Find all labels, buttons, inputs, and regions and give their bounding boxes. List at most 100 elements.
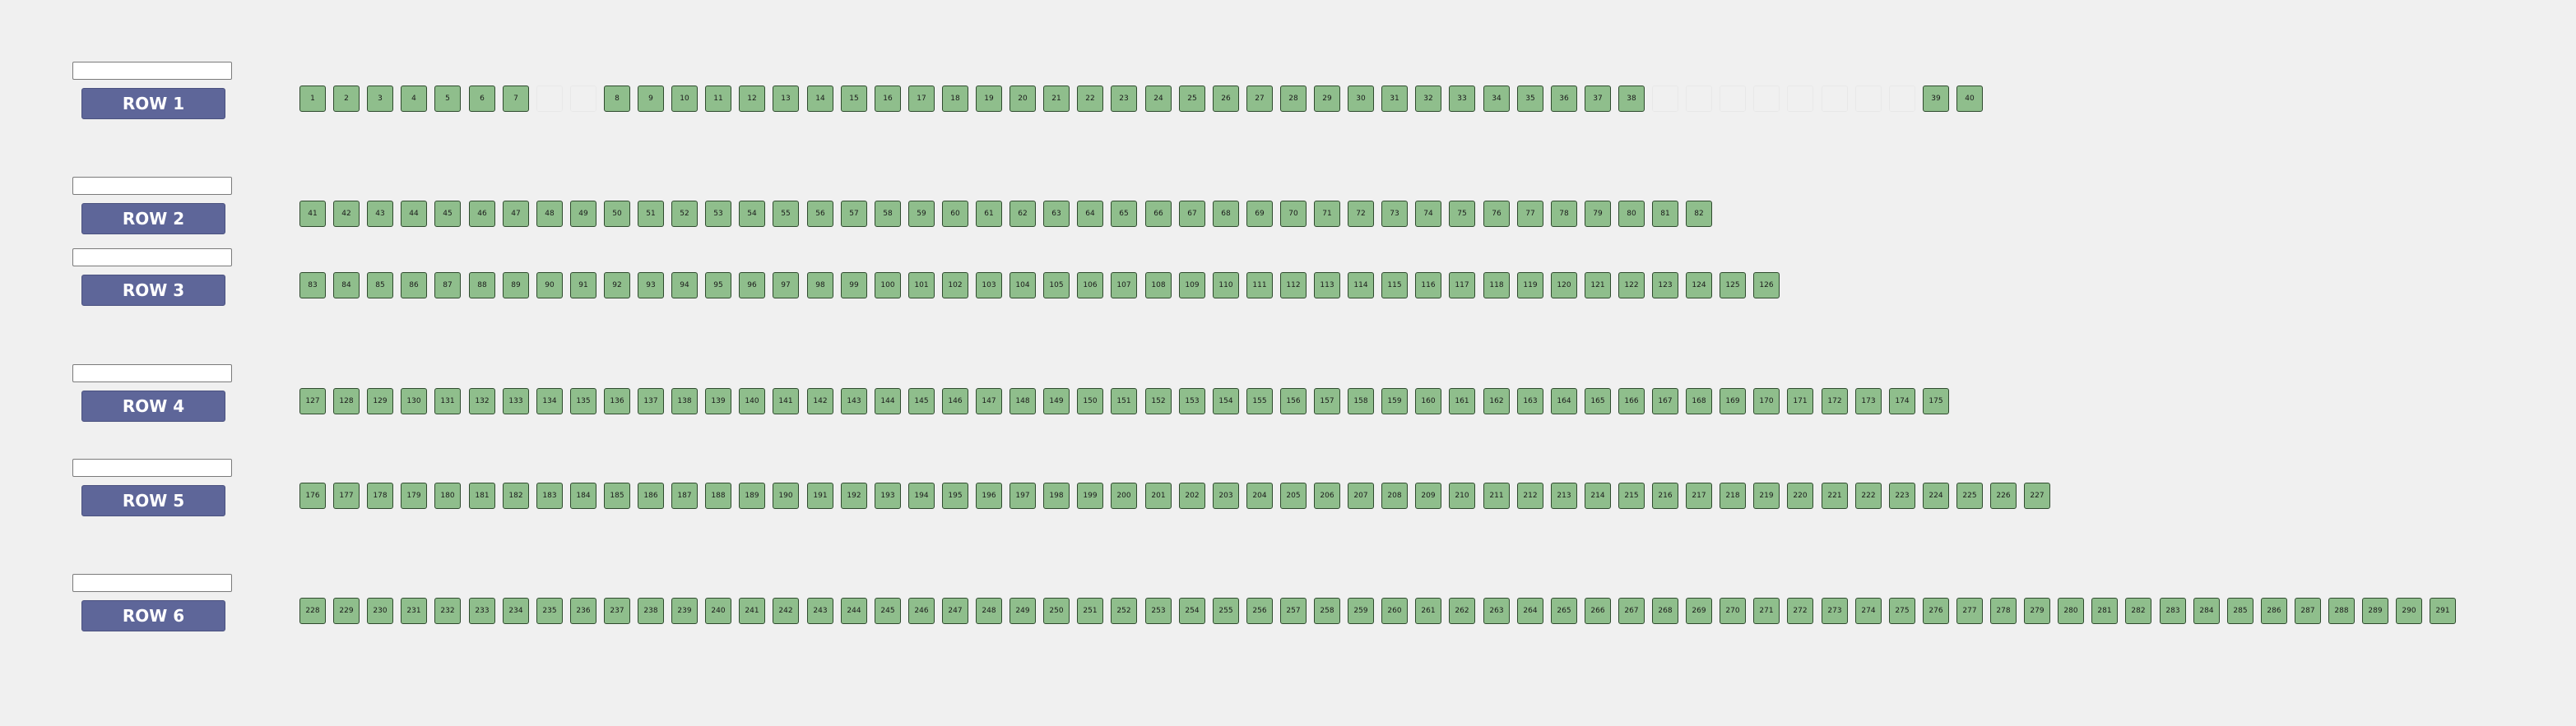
seat-284[interactable]: 284 bbox=[2193, 598, 2220, 624]
seat-56[interactable]: 56 bbox=[807, 201, 833, 227]
seat-207[interactable]: 207 bbox=[1348, 483, 1374, 509]
seat-261[interactable]: 261 bbox=[1415, 598, 1441, 624]
seat-101[interactable]: 101 bbox=[908, 272, 935, 298]
seat-60[interactable]: 60 bbox=[942, 201, 968, 227]
seat-151[interactable]: 151 bbox=[1111, 388, 1137, 414]
seat-68[interactable]: 68 bbox=[1213, 201, 1239, 227]
seat-123[interactable]: 123 bbox=[1652, 272, 1678, 298]
row-2-button[interactable]: ROW 2 bbox=[81, 203, 225, 234]
seat-11[interactable]: 11 bbox=[705, 86, 731, 112]
seat-69[interactable]: 69 bbox=[1246, 201, 1273, 227]
seat-29[interactable]: 29 bbox=[1314, 86, 1340, 112]
seat-272[interactable]: 272 bbox=[1787, 598, 1813, 624]
seat-111[interactable]: 111 bbox=[1246, 272, 1273, 298]
seat-26[interactable]: 26 bbox=[1213, 86, 1239, 112]
seat-40[interactable]: 40 bbox=[1956, 86, 1983, 112]
seat-283[interactable]: 283 bbox=[2160, 598, 2186, 624]
seat-22[interactable]: 22 bbox=[1077, 86, 1103, 112]
seat-190[interactable]: 190 bbox=[773, 483, 799, 509]
seat-33[interactable]: 33 bbox=[1449, 86, 1475, 112]
seat-165[interactable]: 165 bbox=[1585, 388, 1611, 414]
seat-89[interactable]: 89 bbox=[503, 272, 529, 298]
seat-52[interactable]: 52 bbox=[671, 201, 698, 227]
seat-90[interactable]: 90 bbox=[536, 272, 563, 298]
seat-59[interactable]: 59 bbox=[908, 201, 935, 227]
seat-149[interactable]: 149 bbox=[1043, 388, 1070, 414]
seat-128[interactable]: 128 bbox=[333, 388, 360, 414]
seat-163[interactable]: 163 bbox=[1517, 388, 1543, 414]
seat-252[interactable]: 252 bbox=[1111, 598, 1137, 624]
seat-126[interactable]: 126 bbox=[1753, 272, 1780, 298]
seat-259[interactable]: 259 bbox=[1348, 598, 1374, 624]
seat-66[interactable]: 66 bbox=[1145, 201, 1172, 227]
seat-79[interactable]: 79 bbox=[1585, 201, 1611, 227]
row-4-button[interactable]: ROW 4 bbox=[81, 391, 225, 422]
seat-100[interactable]: 100 bbox=[875, 272, 901, 298]
seat-183[interactable]: 183 bbox=[536, 483, 563, 509]
seat-49[interactable]: 49 bbox=[570, 201, 596, 227]
seat-131[interactable]: 131 bbox=[434, 388, 461, 414]
seat-215[interactable]: 215 bbox=[1618, 483, 1645, 509]
seat-115[interactable]: 115 bbox=[1381, 272, 1408, 298]
seat-37[interactable]: 37 bbox=[1585, 86, 1611, 112]
seat-209[interactable]: 209 bbox=[1415, 483, 1441, 509]
seat-83[interactable]: 83 bbox=[299, 272, 326, 298]
seat-92[interactable]: 92 bbox=[604, 272, 630, 298]
seat-17[interactable]: 17 bbox=[908, 86, 935, 112]
seat-244[interactable]: 244 bbox=[841, 598, 867, 624]
seat-236[interactable]: 236 bbox=[570, 598, 596, 624]
seat-152[interactable]: 152 bbox=[1145, 388, 1172, 414]
seat-133[interactable]: 133 bbox=[503, 388, 529, 414]
seat-273[interactable]: 273 bbox=[1822, 598, 1848, 624]
seat-221[interactable]: 221 bbox=[1822, 483, 1848, 509]
seat-38[interactable]: 38 bbox=[1618, 86, 1645, 112]
seat-74[interactable]: 74 bbox=[1415, 201, 1441, 227]
seat-286[interactable]: 286 bbox=[2261, 598, 2287, 624]
seat-23[interactable]: 23 bbox=[1111, 86, 1137, 112]
seat-175[interactable]: 175 bbox=[1923, 388, 1949, 414]
seat-14[interactable]: 14 bbox=[807, 86, 833, 112]
seat-194[interactable]: 194 bbox=[908, 483, 935, 509]
seat-32[interactable]: 32 bbox=[1415, 86, 1441, 112]
seat-10[interactable]: 10 bbox=[671, 86, 698, 112]
seat-3[interactable]: 3 bbox=[367, 86, 393, 112]
seat-226[interactable]: 226 bbox=[1990, 483, 2017, 509]
seat-156[interactable]: 156 bbox=[1280, 388, 1307, 414]
seat-110[interactable]: 110 bbox=[1213, 272, 1239, 298]
seat-113[interactable]: 113 bbox=[1314, 272, 1340, 298]
seat-289[interactable]: 289 bbox=[2362, 598, 2388, 624]
seat-71[interactable]: 71 bbox=[1314, 201, 1340, 227]
seat-169[interactable]: 169 bbox=[1720, 388, 1746, 414]
seat-97[interactable]: 97 bbox=[773, 272, 799, 298]
seat-166[interactable]: 166 bbox=[1618, 388, 1645, 414]
seat-62[interactable]: 62 bbox=[1010, 201, 1036, 227]
seat-34[interactable]: 34 bbox=[1483, 86, 1510, 112]
seat-200[interactable]: 200 bbox=[1111, 483, 1137, 509]
seat-262[interactable]: 262 bbox=[1449, 598, 1475, 624]
seat-103[interactable]: 103 bbox=[976, 272, 1002, 298]
seat-185[interactable]: 185 bbox=[604, 483, 630, 509]
seat-9[interactable]: 9 bbox=[638, 86, 664, 112]
seat-271[interactable]: 271 bbox=[1753, 598, 1780, 624]
seat-134[interactable]: 134 bbox=[536, 388, 563, 414]
seat-135[interactable]: 135 bbox=[570, 388, 596, 414]
seat-139[interactable]: 139 bbox=[705, 388, 731, 414]
seat-6[interactable]: 6 bbox=[469, 86, 495, 112]
seat-234[interactable]: 234 bbox=[503, 598, 529, 624]
seat-102[interactable]: 102 bbox=[942, 272, 968, 298]
seat-41[interactable]: 41 bbox=[299, 201, 326, 227]
seat-279[interactable]: 279 bbox=[2024, 598, 2050, 624]
seat-285[interactable]: 285 bbox=[2227, 598, 2253, 624]
seat-8[interactable]: 8 bbox=[604, 86, 630, 112]
seat-155[interactable]: 155 bbox=[1246, 388, 1273, 414]
seat-44[interactable]: 44 bbox=[401, 201, 427, 227]
seat-77[interactable]: 77 bbox=[1517, 201, 1543, 227]
seat-154[interactable]: 154 bbox=[1213, 388, 1239, 414]
seat-161[interactable]: 161 bbox=[1449, 388, 1475, 414]
seat-61[interactable]: 61 bbox=[976, 201, 1002, 227]
seat-238[interactable]: 238 bbox=[638, 598, 664, 624]
seat-188[interactable]: 188 bbox=[705, 483, 731, 509]
seat-193[interactable]: 193 bbox=[875, 483, 901, 509]
seat-140[interactable]: 140 bbox=[739, 388, 765, 414]
seat-197[interactable]: 197 bbox=[1010, 483, 1036, 509]
